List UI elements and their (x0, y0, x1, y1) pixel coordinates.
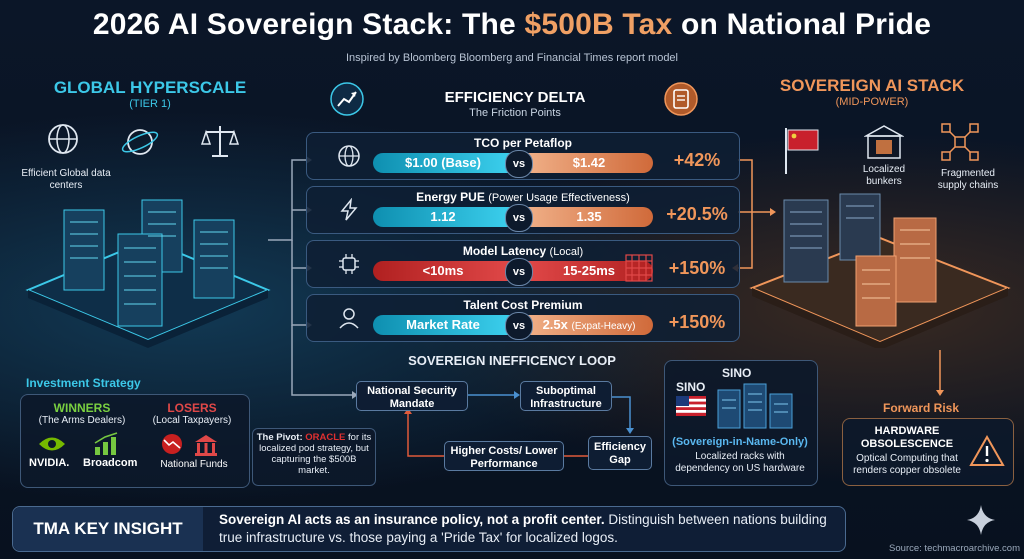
sovereign-servers-illustration (749, 193, 1011, 348)
broadcom-label: Broadcom (83, 457, 138, 469)
bank-icon (195, 435, 217, 456)
metric-pct: +150% (668, 312, 726, 332)
planet-icon (121, 129, 159, 155)
loop-title: SOVEREIGN INEFFICENCY LOOP (408, 353, 616, 368)
nvidia-logo-icon (39, 437, 65, 451)
globe-icon (48, 124, 78, 154)
right-heading: SOVEREIGN AI STACK (779, 76, 965, 95)
metric-title: Energy PUE (Power Usage Effectiveness) (416, 190, 630, 204)
vs-badge: vs (505, 258, 533, 286)
hyperscale-servers-illustration (25, 199, 271, 348)
metric-left-value: <10ms (373, 261, 513, 281)
risk-panel: HARDWARE OBSOLESCENCE Optical Computing … (842, 418, 1014, 486)
loop-infra: Suboptimal Infrastructure (520, 381, 612, 411)
metric-pct: +42% (673, 150, 721, 170)
metric-tco: TCO per Petaflop $1.00 (Base) $1.42 vs +… (306, 132, 740, 180)
left-tier: (TIER 1) (129, 98, 171, 110)
left-heading: GLOBAL HYPERSCALE (53, 78, 247, 97)
nvidia-label: NVIDIA. (29, 457, 70, 469)
us-flag-icon (676, 396, 706, 416)
sino-label-left: SINO (676, 380, 706, 394)
warning-icon (969, 435, 1005, 466)
metric-latency: Model Latency (Local) <10ms 15-25ms vs +… (306, 240, 740, 288)
bar-chart-up-icon (94, 432, 118, 455)
loop-arrow-4 (407, 414, 444, 457)
loop-gap: Efficiency Gap (588, 436, 652, 470)
loop-mandate: National Security Mandate (356, 381, 468, 411)
connector-loop (291, 325, 352, 396)
funds-label: National Funds (160, 459, 228, 470)
metric-title: Talent Cost Premium (463, 298, 583, 312)
right-tier: (MID-POWER) (835, 96, 909, 108)
lightning-icon (340, 198, 358, 221)
strategy-panel: WINNERS (The Arms Dealers) LOSERS (Local… (20, 394, 250, 488)
left-icon-label: Efficient Global data centers (21, 168, 111, 191)
metric-left-value: 1.12 (373, 207, 513, 227)
right-supply-label: Fragmented supply chains (937, 168, 999, 191)
metric-left-value: $1.00 (Base) (373, 153, 513, 173)
right-bunkers-label: Localized bunkers (862, 164, 906, 187)
connector-talent (291, 240, 306, 326)
metric-pue: Energy PUE (Power Usage Effectiveness) 1… (306, 186, 740, 234)
grid-icon (625, 254, 653, 282)
pivot-note: The Pivot: ORACLE for its localized pod … (252, 428, 376, 486)
page-subtitle: Inspired by Bloomberg Bloomberg and Fina… (346, 52, 678, 64)
globe-icon (338, 145, 360, 167)
metric-pct: +150% (668, 258, 726, 278)
winners-label: WINNERS (53, 401, 111, 415)
network-icon (941, 123, 979, 161)
source-credit: Source: techmacroarchive.com (889, 543, 1020, 554)
metric-right-value: $1.42 (525, 153, 653, 173)
page-title: 2026 AI Sovereign Stack: The $500B Tax o… (92, 8, 932, 41)
decline-chart-icon (162, 434, 182, 454)
connector-tco (268, 159, 306, 241)
bunker-icon (864, 125, 904, 159)
risk-head: HARDWARE OBSOLESCENCE (860, 425, 954, 450)
losers-sub: (Local Taxpayers) (152, 415, 232, 426)
delta-subtitle: The Friction Points (469, 107, 561, 119)
delta-title: EFFICIENCY DELTA (444, 89, 586, 106)
risk-title: Forward Risk (882, 401, 960, 415)
insight-label: TMA KEY INSIGHT (13, 507, 203, 551)
winners-sub: (The Arms Dealers) (38, 415, 126, 426)
metric-right-value: 1.35 (525, 207, 653, 227)
metric-title: TCO per Petaflop (473, 136, 572, 150)
metric-talent: Talent Cost Premium Market Rate 2.5x (Ex… (306, 294, 740, 342)
vs-badge: vs (505, 150, 533, 178)
insight-bar: TMA KEY INSIGHT Sovereign AI acts as an … (12, 506, 846, 552)
metric-right-value: 15-25ms (525, 261, 653, 281)
clipboard-icon (664, 82, 698, 116)
person-icon (339, 308, 359, 329)
sino-label-top: SINO (722, 366, 752, 380)
sino-desc: Localized racks with dependency on US ha… (675, 451, 805, 474)
metric-title: Model Latency (Local) (462, 244, 584, 258)
insight-text: Sovereign AI acts as an insurance policy… (219, 512, 827, 545)
metric-right-value: 2.5x (Expat-Heavy) (525, 315, 653, 335)
metric-pct: +20.5% (666, 204, 728, 224)
loop-arrow-2 (612, 396, 631, 428)
sino-desc-bold: (Sovereign-in-Name-Only) (672, 436, 808, 448)
vs-badge: vs (505, 312, 533, 340)
losers-label: LOSERS (167, 401, 217, 415)
strategy-title: Investment Strategy (26, 376, 141, 390)
metric-left-value: Market Rate (373, 315, 513, 335)
scales-icon (200, 126, 240, 157)
flag-icon (785, 128, 819, 174)
loop-costs: Higher Costs/ Lower Performance (444, 441, 564, 471)
chip-icon (339, 254, 359, 274)
risk-desc: Optical Computing that renders copper ob… (853, 453, 961, 476)
connector-right-a (738, 159, 753, 269)
sino-racks-illustration (717, 383, 793, 429)
sparkle-icon (967, 505, 995, 535)
vs-badge: vs (505, 204, 533, 232)
chart-up-icon (330, 82, 364, 116)
